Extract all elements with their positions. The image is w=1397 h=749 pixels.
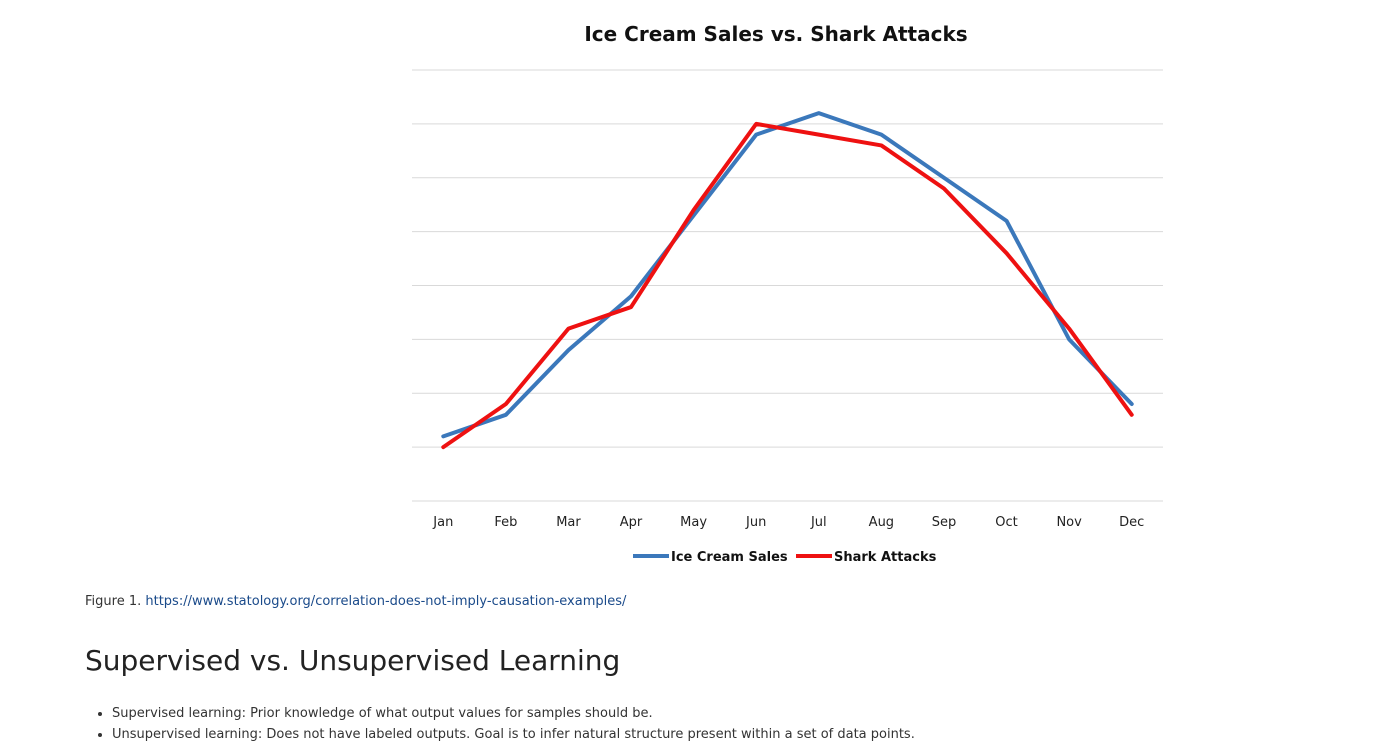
caption-source-link[interactable]: https://www.statology.org/correlation-do… xyxy=(145,594,627,609)
x-tick-label: Aug xyxy=(869,515,894,530)
list-item: Unsupervised learning: Does not have lab… xyxy=(112,724,915,745)
x-tick-label: May xyxy=(680,515,707,530)
legend-label: Shark Attacks xyxy=(834,550,937,565)
gridlines xyxy=(412,69,1163,502)
line-chart: Ice Cream Sales vs. Shark Attacks Jan Feb… xyxy=(412,22,1163,565)
section-heading: Supervised vs. Unsupervised Learning xyxy=(85,644,621,677)
caption-prefix: Figure 1. xyxy=(85,594,146,609)
legend-label: Ice Cream Sales xyxy=(671,550,788,565)
x-tick-label: Jun xyxy=(745,515,766,530)
figure-caption: Figure 1. https://www.statology.org/corr… xyxy=(85,594,626,609)
x-tick-label: Nov xyxy=(1056,515,1082,530)
x-tick-label: Apr xyxy=(620,515,643,530)
series-lines xyxy=(441,111,1134,450)
x-tick-label: Jan xyxy=(432,515,453,530)
x-tick-label: Dec xyxy=(1119,515,1144,530)
series-line-1 xyxy=(441,121,1134,450)
x-tick-label: Jul xyxy=(810,515,827,530)
list-item: Supervised learning: Prior knowledge of … xyxy=(112,703,915,724)
x-tick-label: Sep xyxy=(932,515,957,530)
x-axis-ticks: Jan Feb Mar Apr May Jun Jul Aug Sep Oct Nov Dec xyxy=(432,515,1144,530)
x-tick-label: Oct xyxy=(995,515,1017,530)
x-tick-label: Mar xyxy=(556,515,581,530)
series-line-0 xyxy=(441,111,1134,439)
x-tick-label: Feb xyxy=(494,515,517,530)
bullet-list: Supervised learning: Prior knowledge of … xyxy=(90,703,915,745)
legend: Ice Cream Sales Shark Attacks xyxy=(633,550,937,565)
chart-title: Ice Cream Sales vs. Shark Attacks xyxy=(584,22,967,46)
